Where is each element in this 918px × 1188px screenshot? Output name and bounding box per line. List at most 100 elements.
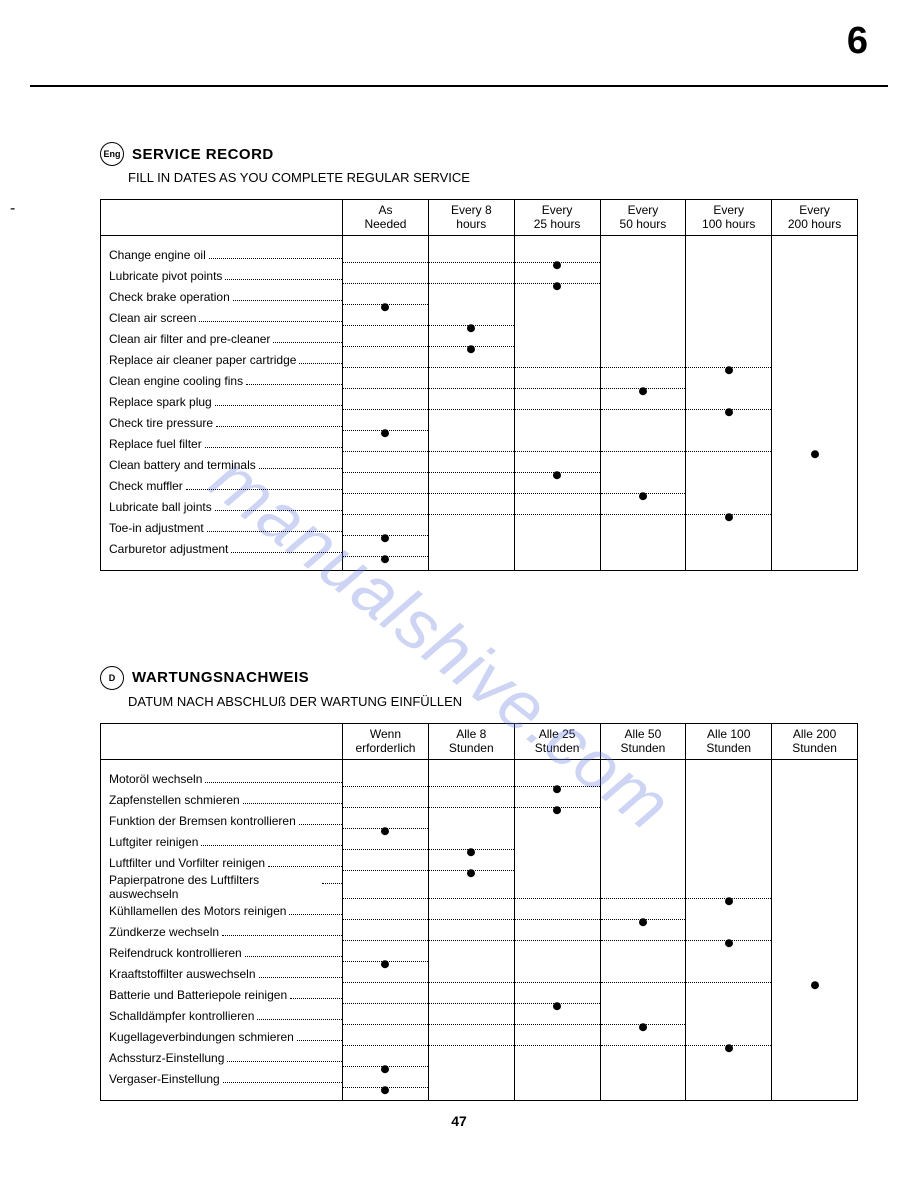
table-row: Check tire pressure [101,413,858,434]
table-cell [600,1070,686,1091]
table-cell [772,329,858,350]
row-label-cell: Luftgiter reinigen [101,832,343,853]
table-cell [343,392,429,413]
row-label: Vergaser-Einstellung [109,1073,220,1087]
table-cell [772,266,858,287]
table-cell [600,497,686,518]
section-german: D WARTUNGSNACHWEIS DATUM NACH ABSCHLUß D… [100,666,858,1101]
table-row: Replace spark plug [101,392,858,413]
table-cell [428,853,514,874]
leader-dots [209,258,342,259]
row-label-cell: Replace air cleaner paper cartridge [101,350,343,371]
table-cell [514,790,600,811]
table-cell [600,476,686,497]
table-cell [772,832,858,853]
table-header: Every100 hours [686,200,772,236]
page-number-top: 6 [847,20,868,63]
table-row: Motoröl wechseln [101,769,858,790]
leader-dots [199,321,342,322]
table-cell [514,769,600,790]
table-cell [343,923,429,944]
spacer-cell [101,560,343,570]
table-row: Carburetor adjustment [101,539,858,560]
table-header: Wennerforderlich [343,723,429,759]
spacer-cell [772,235,858,245]
table-cell [772,923,858,944]
spacer-cell [343,759,429,769]
stray-dash: - [10,200,15,218]
spacer-cell [686,560,772,570]
row-label-cell: Replace spark plug [101,392,343,413]
row-label: Luftgiter reinigen [109,836,198,850]
row-label-cell: Vergaser-Einstellung [101,1070,343,1091]
table-cell [514,350,600,371]
table-cell [686,476,772,497]
table-cell [772,371,858,392]
spacer-cell [428,235,514,245]
leader-dots [223,1082,342,1083]
table-cell [686,832,772,853]
spacer-cell [686,759,772,769]
spacer-cell [343,235,429,245]
table-cell [600,902,686,923]
leader-dots [215,510,342,511]
row-label: Reifendruck kontrollieren [109,947,242,961]
row-label-cell: Reifendruck kontrollieren [101,944,343,965]
section-english: Eng SERVICE RECORD FILL IN DATES AS YOU … [100,142,858,571]
table-cell [343,434,429,455]
leader-dots [297,1040,342,1041]
row-label-cell: Motoröl wechseln [101,769,343,790]
table-cell [343,413,429,434]
table-cell [772,769,858,790]
row-label: Clean air screen [109,312,196,326]
table-cell [772,1028,858,1049]
table-cell [772,245,858,266]
table-cell [772,497,858,518]
table-cell [686,853,772,874]
spacer-cell [686,1091,772,1101]
row-label-cell: Kraaftstoffilter auswechseln [101,965,343,986]
leader-dots [205,782,342,783]
table-header: Every200 hours [772,200,858,236]
spacer-cell [101,235,343,245]
table-cell [686,811,772,832]
section-subtitle: DATUM NACH ABSCHLUß DER WARTUNG EINFÜLLE… [128,694,858,709]
leader-dots [299,824,342,825]
table-header-blank [101,200,343,236]
table-cell [600,434,686,455]
leader-dots [225,279,342,280]
table-cell [772,392,858,413]
row-label: Clean air filter and pre-cleaner [109,333,270,347]
table-cell [600,1028,686,1049]
row-label-cell: Toe-in adjustment [101,518,343,539]
table-header: Alle 25Stunden [514,723,600,759]
leader-dots [201,845,342,846]
table-cell [600,266,686,287]
table-cell [686,923,772,944]
table-cell [514,476,600,497]
spacer-cell [600,1091,686,1101]
row-label-cell: Zapfenstellen schmieren [101,790,343,811]
row-label-cell: Lubricate pivot points [101,266,343,287]
table-row: Reifendruck kontrollieren [101,944,858,965]
leader-dots [290,998,342,999]
table-cell [343,308,429,329]
table-header: AsNeeded [343,200,429,236]
table-cell [514,518,600,539]
table-row: Batterie und Batteriepole reinigen [101,986,858,1007]
row-label-cell: Change engine oil [101,245,343,266]
table-cell [772,350,858,371]
table-cell [686,455,772,476]
table-cell [686,1028,772,1049]
table-cell [428,1070,514,1091]
table-cell [600,245,686,266]
table-cell [514,832,600,853]
table-cell [772,518,858,539]
table-cell [428,790,514,811]
service-table-english: AsNeededEvery 8hoursEvery25 hoursEvery50… [100,199,858,571]
row-label-cell: Zündkerze wechseln [101,923,343,944]
row-label-cell: Check brake operation [101,287,343,308]
table-cell [514,944,600,965]
row-label: Funktion der Bremsen kontrollieren [109,815,296,829]
row-label: Lubricate ball joints [109,501,212,515]
